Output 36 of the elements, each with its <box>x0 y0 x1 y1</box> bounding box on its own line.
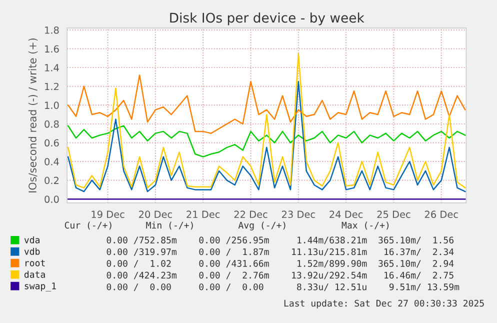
line-series <box>67 52 466 188</box>
x-tick-label: 24 Dec <box>330 210 363 218</box>
text: Cur (-/+) Min (-/+) Avg (-/+) Max (-/+) <box>64 222 389 230</box>
text: 0.00 / 0.00 0.00 / 0.00 8.33u/ 12.51u 9.51m/ 13.59m <box>106 283 460 292</box>
text: 0.00 / 1.02 0.00 /431.66m 1.52m/899.90m 365.10m/ 2.94 <box>106 260 454 268</box>
x-tick-label: 25 Dec <box>377 210 410 218</box>
x-tick-label: 26 Dec <box>424 210 458 218</box>
y-tick-label: 0.6 <box>44 139 59 147</box>
x-tick-label: 22 Dec <box>234 210 268 218</box>
x-tick-label: 20 Dec <box>139 210 172 218</box>
legend-label: vdb <box>24 248 40 255</box>
y-tick-label: 0.4 <box>44 158 59 166</box>
y-tick-label: 1.2 <box>45 82 58 90</box>
y-tick-label: 0.2 <box>44 176 58 184</box>
y-tick-label: 1.8 <box>45 26 59 34</box>
y-tick-label: 1.0 <box>45 102 59 109</box>
text: Last update: Sat Dec 27 00:30:33 2025 <box>284 300 484 308</box>
line-series <box>67 125 466 158</box>
y-tick-label: 0.0 <box>44 196 59 203</box>
legend-label: root <box>26 260 45 266</box>
text: 0.00 /424.23m 0.00 / 2.76m 13.92u/292.54m 16.46m/ 2.75 <box>106 272 454 280</box>
y-tick-label: 1.4 <box>45 64 59 72</box>
line-series <box>67 81 466 192</box>
legend-label: data <box>24 270 45 278</box>
text: 0.00 /752.85m 0.00 /256.95m 1.44m/638.21m 365.10m/ 1.56 <box>106 236 454 244</box>
x-tick-label: 21 Dec <box>186 210 220 218</box>
y-tick-label: 1.6 <box>45 45 59 53</box>
x-tick-label: 19 Dec <box>92 210 124 218</box>
legend-label: swap_1 <box>24 282 56 292</box>
y-axis-title: IOs/second read (-) / write (+) <box>28 38 38 192</box>
x-tick-label: 23 Dec <box>282 210 315 218</box>
text: 0.00 /319.97m 0.00 / 1.87m 11.13u/215.81m 16.37m/ 2.34 <box>106 248 454 256</box>
chart-title: Disk IOs per device - by week <box>170 12 364 26</box>
y-tick-label: 0.8 <box>44 120 59 128</box>
line-series <box>67 74 466 134</box>
legend-label: vda <box>24 236 40 244</box>
